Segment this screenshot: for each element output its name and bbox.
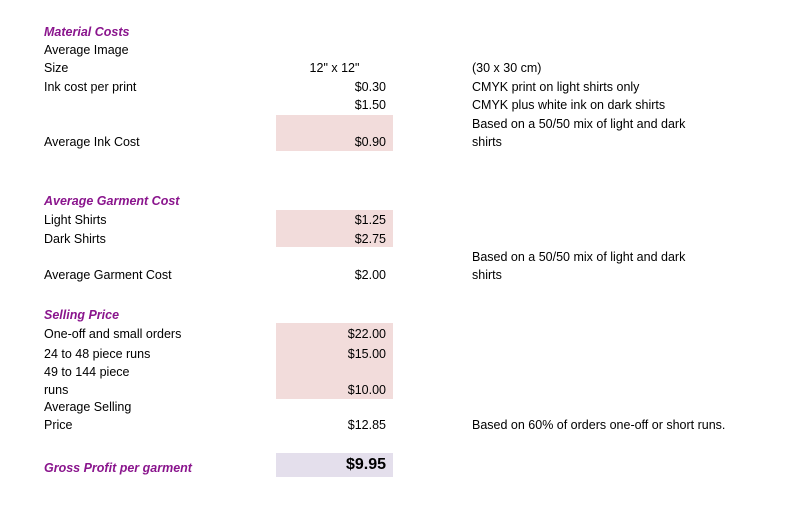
avg-garment-label: Average Garment Cost [44, 268, 172, 282]
ink-light-value: $0.30 [354, 80, 386, 94]
light-shirts-label: Light Shirts [44, 213, 107, 227]
avg-selling-label-2: Price [44, 418, 73, 432]
garment-cells-shade [276, 210, 393, 247]
avg-ink-note-1: Based on a 50/50 mix of light and dark [472, 117, 686, 131]
light-shirts-value: $1.25 [354, 213, 386, 227]
avg-image-size-label-1: Average Image [44, 43, 129, 57]
gross-profit-value: $9.95 [345, 456, 386, 473]
profit-cell-shade [276, 453, 393, 477]
ink-light-note: CMYK print on light shirts only [472, 80, 640, 94]
oneoff-label: One-off and small orders [44, 327, 182, 341]
run24-label: 24 to 48 piece runs [44, 347, 151, 361]
avg-ink-label: Average Ink Cost [44, 135, 140, 149]
avg-ink-note-2: shirts [472, 135, 502, 149]
material-costs-heading: Material Costs [44, 25, 130, 39]
garment-note-2: shirts [472, 268, 502, 282]
garment-cost-heading: Average Garment Cost [44, 194, 180, 208]
garment-note-1: Based on a 50/50 mix of light and dark [472, 250, 686, 264]
avg-selling-label-1: Average Selling [44, 400, 132, 414]
run49-label-1: 49 to 144 piece [44, 365, 130, 379]
ink-dark-value: $1.50 [354, 98, 386, 112]
selling-cells-shade [276, 323, 393, 399]
avg-selling-note: Based on 60% of orders one-off or short … [472, 418, 726, 432]
avg-garment-value: $2.00 [354, 268, 386, 282]
ink-dark-note: CMYK plus white ink on dark shirts [472, 98, 666, 112]
avg-image-size-note: (30 x 30 cm) [472, 61, 542, 75]
run49-value: $10.00 [347, 383, 386, 397]
gross-profit-label: Gross Profit per garment [44, 461, 192, 475]
run49-label-2: runs [44, 383, 69, 397]
run24-value: $15.00 [347, 347, 386, 361]
avg-image-size-label-2: Size [44, 61, 69, 75]
dark-shirts-value: $2.75 [354, 232, 386, 246]
ink-cost-label: Ink cost per print [44, 80, 137, 94]
avg-selling-value: $12.85 [347, 418, 386, 432]
oneoff-value: $22.00 [347, 327, 386, 341]
selling-price-heading: Selling Price [44, 308, 120, 322]
avg-ink-cell-shade [276, 115, 393, 151]
dark-shirts-label: Dark Shirts [44, 232, 106, 246]
avg-image-size-value: 12" x 12" [309, 61, 360, 75]
avg-ink-value: $0.90 [354, 135, 386, 149]
